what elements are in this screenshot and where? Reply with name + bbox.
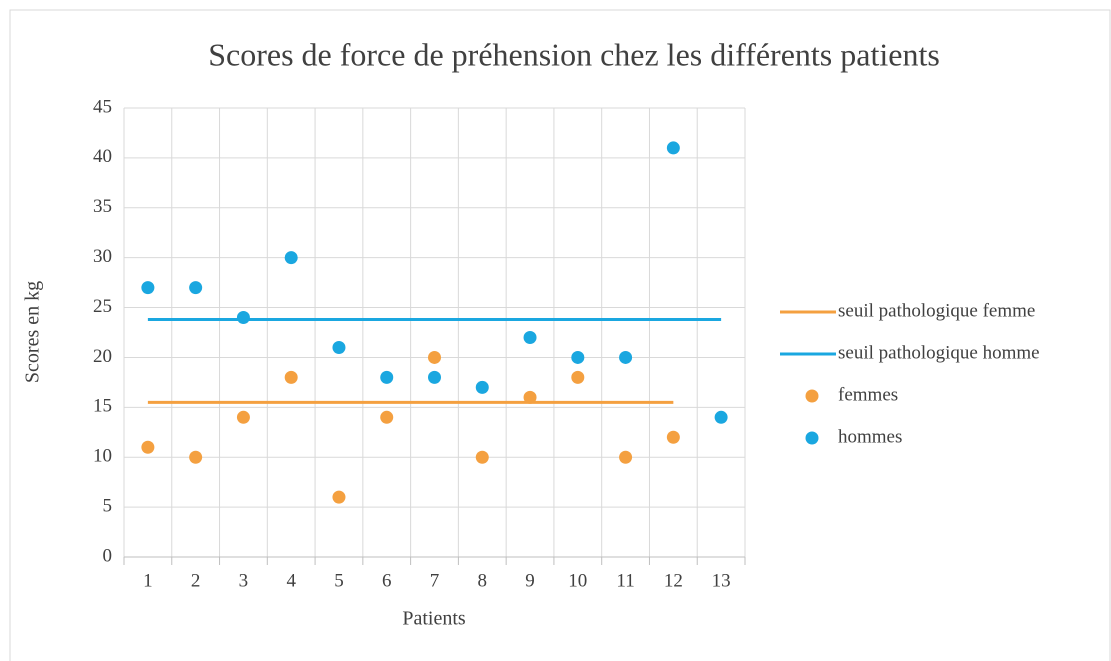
y-tick-label: 30 xyxy=(93,246,112,267)
point xyxy=(523,330,537,344)
x-tick-label: 5 xyxy=(334,570,344,591)
y-axis-label: Scores en kg xyxy=(22,281,44,383)
point xyxy=(141,281,155,295)
y-tick-label: 20 xyxy=(93,346,112,367)
legend-label: seuil pathologique homme xyxy=(838,342,1040,363)
x-tick-label: 8 xyxy=(478,570,488,591)
x-tick-label: 2 xyxy=(191,570,201,591)
legend-label: femmes xyxy=(838,384,898,405)
x-tick-label: 1 xyxy=(143,570,153,591)
point xyxy=(666,141,680,155)
chart-border xyxy=(9,9,1111,661)
point xyxy=(523,390,537,404)
x-tick-label: 4 xyxy=(286,570,296,591)
point xyxy=(571,350,585,364)
point xyxy=(380,410,394,424)
point xyxy=(714,410,728,424)
point xyxy=(428,370,441,384)
y-tick-label: 5 xyxy=(103,495,113,516)
point xyxy=(236,410,250,424)
x-tick-label: 9 xyxy=(525,570,535,591)
y-tick-label: 10 xyxy=(93,446,112,467)
y-tick-label: 25 xyxy=(93,296,112,317)
point xyxy=(332,340,346,354)
y-tick-label: 15 xyxy=(93,396,112,417)
point xyxy=(619,350,633,364)
y-tick-label: 35 xyxy=(93,196,112,217)
x-tick-label: 7 xyxy=(430,570,440,591)
x-tick-label: 10 xyxy=(568,570,587,591)
chart-title: Scores de force de préhension chez les d… xyxy=(208,36,940,72)
point xyxy=(284,251,298,265)
point xyxy=(380,370,394,384)
x-tick-label: 11 xyxy=(616,570,634,591)
point xyxy=(189,450,203,464)
x-axis-label: Patients xyxy=(402,608,466,630)
x-tick-label: 13 xyxy=(712,570,731,591)
point xyxy=(141,440,155,454)
legend-marker xyxy=(805,389,819,403)
x-tick-label: 3 xyxy=(239,570,249,591)
legend-label: hommes xyxy=(838,426,902,447)
point xyxy=(475,380,489,394)
y-tick-label: 45 xyxy=(93,96,112,117)
y-tick-label: 40 xyxy=(93,146,112,167)
x-tick-label: 12 xyxy=(664,570,683,591)
point xyxy=(428,350,441,364)
point xyxy=(666,430,680,444)
point xyxy=(475,450,489,464)
point xyxy=(619,450,633,464)
legend-label: seuil pathologique femme xyxy=(838,300,1035,321)
point xyxy=(236,311,250,325)
legend-marker xyxy=(805,431,819,445)
point xyxy=(571,370,585,384)
point xyxy=(332,490,346,504)
point xyxy=(284,370,298,384)
x-tick-label: 6 xyxy=(382,570,392,591)
point xyxy=(189,281,203,295)
y-tick-label: 0 xyxy=(103,545,113,566)
